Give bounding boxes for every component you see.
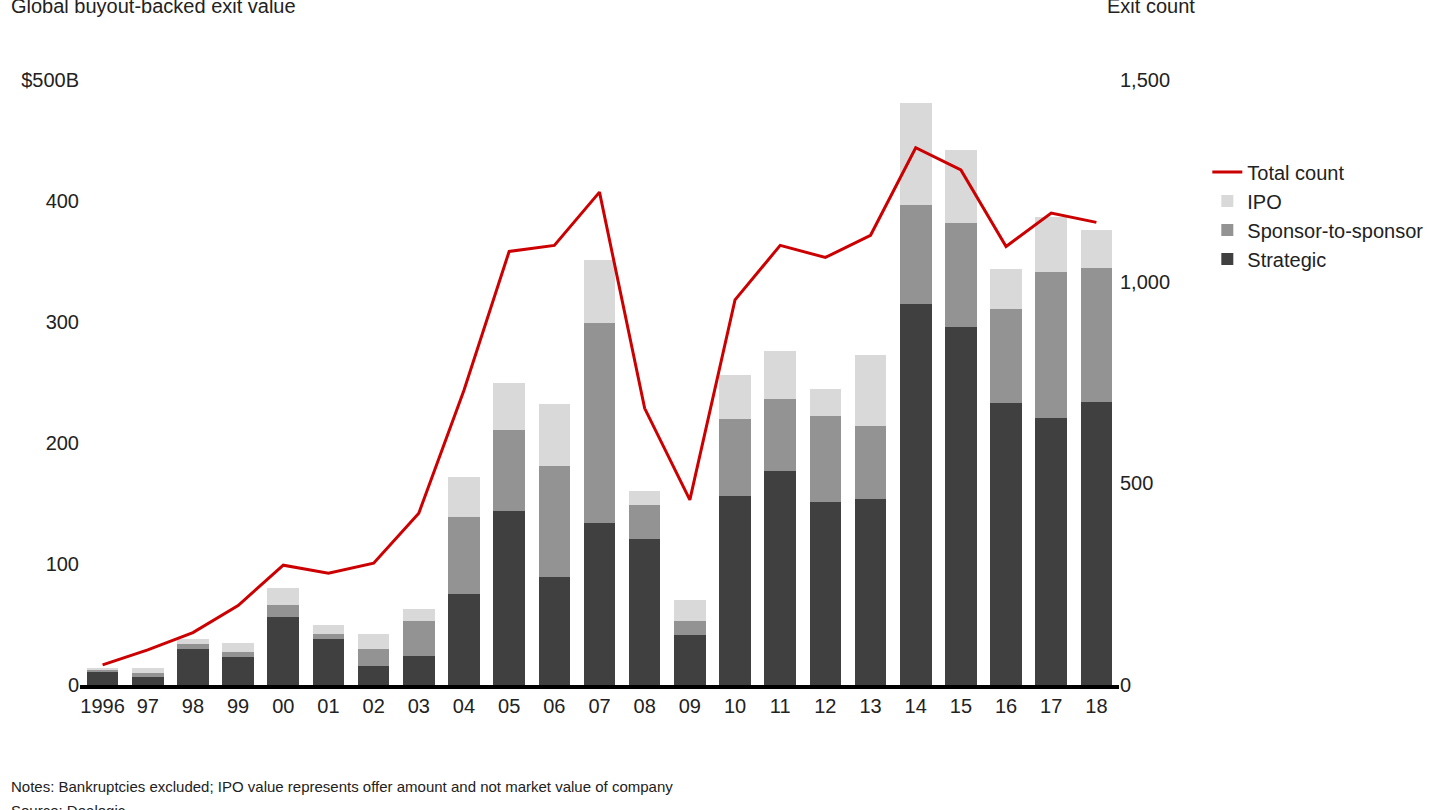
svg-text:Exit count: Exit count (1107, 0, 1195, 17)
svg-text:100: 100 (46, 553, 79, 575)
svg-text:15: 15 (950, 695, 972, 717)
svg-text:98: 98 (182, 695, 204, 717)
svg-text:1,000: 1,000 (1120, 271, 1170, 293)
svg-text:1,500: 1,500 (1120, 69, 1170, 91)
svg-text:14: 14 (905, 695, 927, 717)
svg-text:07: 07 (588, 695, 610, 717)
svg-text:Global buyout-backed exit valu: Global buyout-backed exit value (11, 0, 296, 17)
svg-text:16: 16 (995, 695, 1017, 717)
svg-text:1996: 1996 (80, 695, 125, 717)
svg-text:17: 17 (1040, 695, 1062, 717)
svg-text:18: 18 (1085, 695, 1107, 717)
svg-text:08: 08 (634, 695, 656, 717)
svg-text:12: 12 (814, 695, 836, 717)
svg-text:500: 500 (1120, 472, 1153, 494)
svg-text:$500B: $500B (21, 69, 79, 91)
svg-text:0: 0 (68, 674, 79, 696)
svg-text:300: 300 (46, 311, 79, 333)
svg-text:03: 03 (408, 695, 430, 717)
svg-text:0: 0 (1120, 674, 1131, 696)
svg-text:400: 400 (46, 190, 79, 212)
svg-text:05: 05 (498, 695, 520, 717)
svg-text:09: 09 (679, 695, 701, 717)
svg-text:02: 02 (363, 695, 385, 717)
svg-text:04: 04 (453, 695, 475, 717)
svg-text:10: 10 (724, 695, 746, 717)
svg-text:06: 06 (543, 695, 565, 717)
svg-text:Sponsor-to-sponsor: Sponsor-to-sponsor (1247, 220, 1423, 242)
svg-text:Total count: Total count (1247, 162, 1344, 184)
svg-text:11: 11 (770, 695, 791, 717)
svg-text:IPO: IPO (1247, 191, 1281, 213)
svg-text:200: 200 (46, 432, 79, 454)
svg-text:01: 01 (317, 695, 339, 717)
svg-text:13: 13 (859, 695, 881, 717)
svg-text:00: 00 (272, 695, 294, 717)
svg-text:Notes: Bankruptcies excluded;: Notes: Bankruptcies excluded; IPO value … (11, 778, 673, 795)
svg-text:Strategic: Strategic (1247, 249, 1326, 271)
svg-text:97: 97 (137, 695, 159, 717)
svg-text:Source: Dealogic: Source: Dealogic (11, 802, 126, 810)
svg-text:99: 99 (227, 695, 249, 717)
